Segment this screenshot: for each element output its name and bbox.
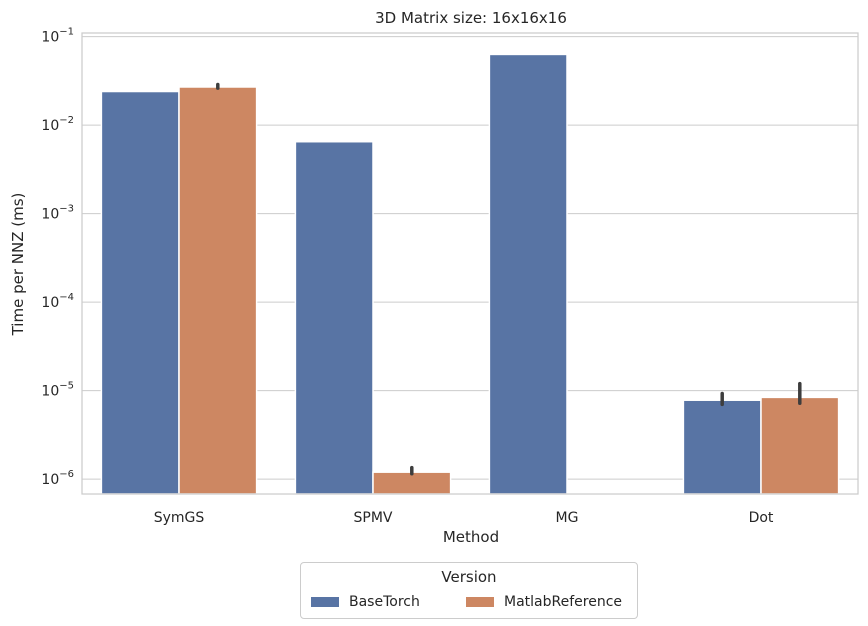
legend-label-basetorch: BaseTorch [349, 594, 420, 610]
x-tick-labels: SymGS SPMV MG Dot [154, 510, 774, 526]
bar-basetorch-spmv [294, 140, 374, 495]
bar-matlabreference-dot [760, 396, 840, 495]
x-tick-label: SymGS [154, 510, 205, 526]
bar-basetorch-symgs [100, 90, 180, 495]
legend: Version BaseTorch MatlabReference [300, 562, 638, 619]
error-bars [216, 82, 802, 476]
legend-swatch-matlabreference [466, 597, 494, 607]
y-tick-label: 10−6 [41, 469, 74, 488]
y-axis-label: Time per NNZ (ms) [9, 193, 27, 337]
bar-matlabreference-symgs [178, 86, 258, 495]
x-tick-label: SPMV [354, 510, 393, 526]
legend-label-matlabreference: MatlabReference [504, 594, 623, 610]
y-tick-label: 10−3 [41, 204, 74, 223]
legend-swatch-basetorch [311, 597, 339, 607]
x-axis-label: Method [443, 528, 499, 546]
bar-basetorch-mg [488, 53, 568, 495]
legend-item-basetorch: BaseTorch [311, 594, 420, 610]
x-tick-label: MG [556, 510, 579, 526]
y-tick-label: 10−5 [41, 381, 74, 400]
legend-item-matlabreference: MatlabReference [466, 594, 622, 610]
bars [100, 53, 840, 495]
y-tick-label: 10−1 [41, 27, 74, 46]
y-tick-labels: 10−6 10−5 10−4 10−3 10−2 10−1 [41, 27, 74, 489]
x-tick-label: Dot [749, 510, 774, 526]
bar-basetorch-dot [682, 399, 762, 495]
legend-title: Version [441, 568, 497, 586]
y-tick-label: 10−4 [41, 292, 74, 311]
plot-frame [81, 32, 859, 495]
chart-title: 3D Matrix size: 16x16x16 [375, 9, 567, 27]
y-tick-label: 10−2 [41, 115, 74, 134]
